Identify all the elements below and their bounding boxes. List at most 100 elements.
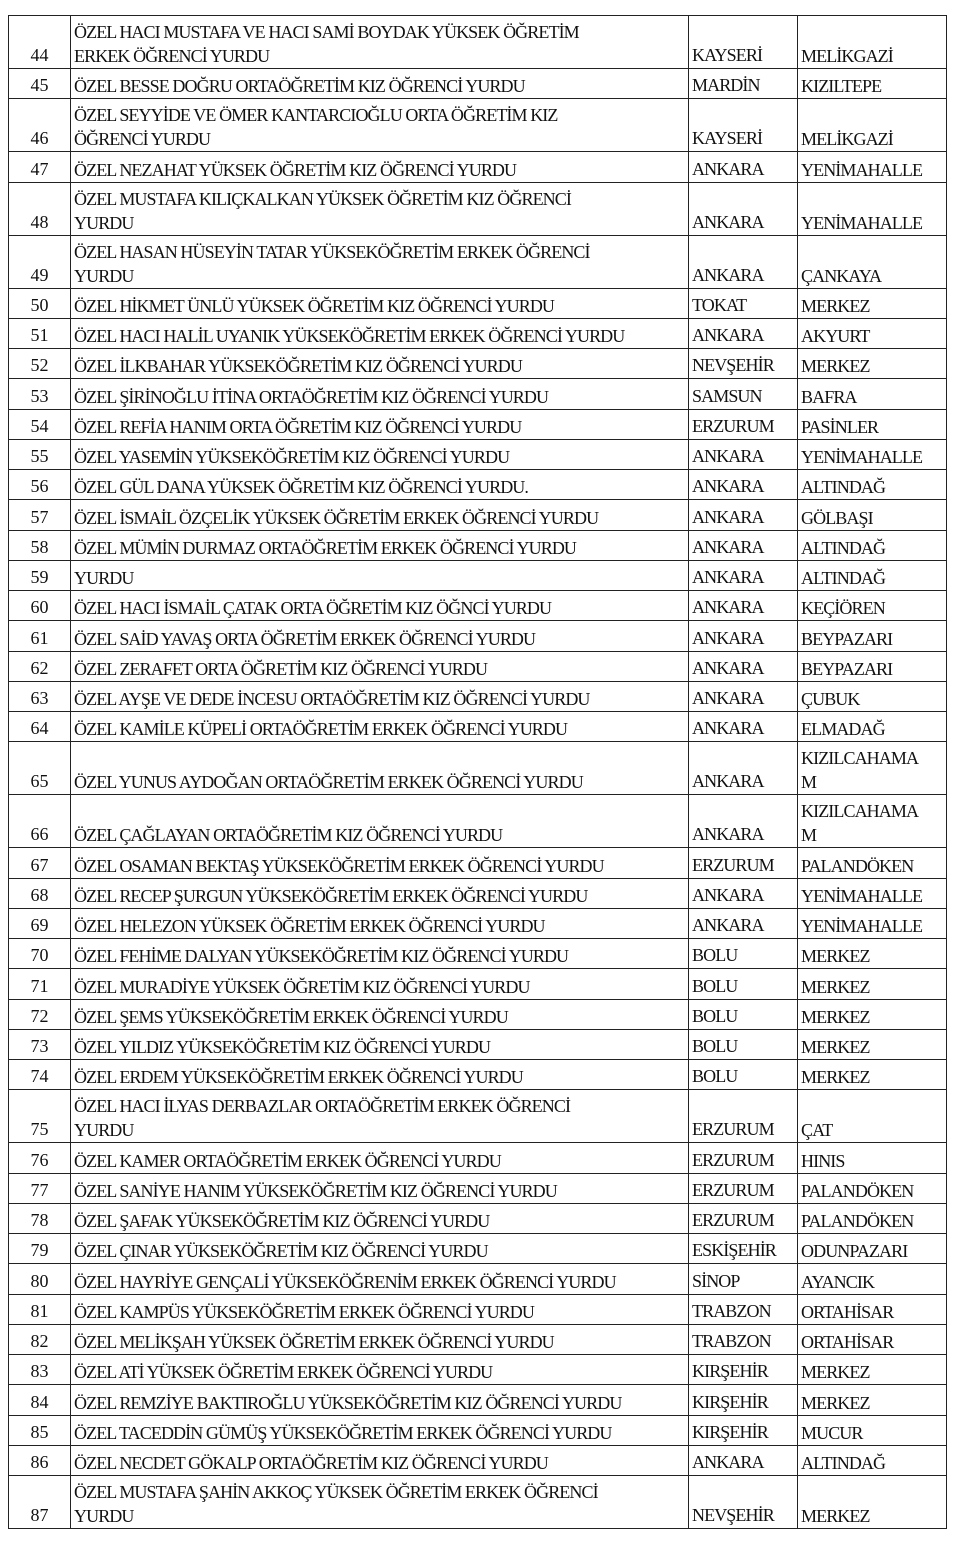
dormitory-name: ÖZEL KAMER ORTAÖĞRETİM ERKEK ÖĞRENCİ YUR…: [70, 1142, 689, 1174]
table-row: 63 ÖZEL AYŞE VE DEDE İNCESU ORTAÖĞRETİM K…: [8, 680, 947, 713]
row-number: 50: [8, 287, 71, 319]
table-row: 85 ÖZEL TACEDDİN GÜMÜŞ YÜKSEKÖĞRETİM ERKE…: [8, 1414, 947, 1446]
table-row: 75 ÖZEL HACI İLYAS DERBAZLAR ORTAÖĞRETİM …: [8, 1089, 947, 1144]
city: BOLU: [688, 998, 798, 1030]
name-line: ÖZEL MUSTAFA ŞAHİN AKKOÇ YÜKSEK ÖĞRETİM …: [74, 1482, 599, 1502]
row-number: 73: [8, 1028, 71, 1061]
district-line: AKYURT: [801, 326, 870, 346]
name-line: ÖZEL SEYYİDE VE ÖMER KANTARCIOĞLU ORTA Ö…: [74, 105, 558, 126]
dormitory-name: ÖZEL ŞAFAK YÜKSEKÖĞRETİM KIZ ÖĞRENCİ YUR…: [70, 1202, 689, 1235]
dormitory-name: ÖZEL KAMPÜS YÜKSEKÖĞRETİM ERKEK ÖĞRENCİ …: [70, 1293, 689, 1325]
row-number: 82: [8, 1323, 71, 1356]
dormitory-name: ÖZEL ÇAĞLAYAN ORTAÖĞRETİM KIZ ÖĞRENCİ YU…: [70, 794, 689, 849]
dormitory-name: ÖZEL YASEMİN YÜKSEKÖĞRETİM KIZ ÖĞRENCİ Y…: [70, 438, 689, 471]
dormitory-name: ÖZEL MÜMİN DURMAZ ORTAÖĞRETİM ERKEK ÖĞRE…: [70, 529, 689, 561]
district-line: MELİKGAZİ: [801, 129, 894, 150]
name-line: ÖZEL BESSE DOĞRU ORTAÖĞRETİM KIZ ÖĞRENCİ…: [74, 76, 526, 97]
district-line: ALTINDAĞ: [801, 1453, 886, 1473]
name-line: ÖZEL OSAMAN BEKTAŞ YÜKSEKÖĞRETİM ERKEK Ö…: [74, 855, 605, 876]
table-row: 80 ÖZEL HAYRİYE GENÇALİ YÜKSEKÖĞRENİM ERK…: [8, 1263, 947, 1295]
name-line: ÖZEL REMZİYE BAKTIROĞLU YÜKSEKÖĞRETİM KI…: [74, 1392, 622, 1413]
city: ANKARA: [688, 680, 798, 713]
district-line: MELİKGAZİ: [801, 46, 894, 66]
city: ERZURUM: [688, 1202, 798, 1235]
dormitory-name: ÖZEL ŞEMS YÜKSEKÖĞRETİM ERKEK ÖĞRENCİ YU…: [70, 998, 689, 1030]
district: KIZILCAHAMA M: [797, 794, 947, 849]
district-line: ORTAHİSAR: [801, 1301, 894, 1322]
district: MERKEZ: [797, 1058, 947, 1091]
name-line: ÖZEL REFİA HANIM ORTA ÖĞRETİM KIZ ÖĞRENC…: [74, 416, 522, 437]
district-line: ÇUBUK: [801, 689, 860, 709]
district-line: ALTINDAĞ: [801, 477, 886, 498]
dormitory-name: ÖZEL HACI HALİL UYANIK YÜKSEKÖĞRETİM ERK…: [70, 317, 689, 350]
row-number: 77: [8, 1172, 71, 1204]
dormitory-name: ÖZEL ZERAFET ORTA ÖĞRETİM KIZ ÖĞRENCİ YU…: [70, 650, 689, 682]
city: BOLU: [688, 937, 798, 970]
city: ANKARA: [688, 1444, 798, 1477]
district: YENİMAHALLE: [797, 181, 947, 236]
dormitory-name: ÖZEL MELİKŞAH YÜKSEK ÖĞRETİM ERKEK ÖĞREN…: [70, 1323, 689, 1356]
district: MERKEZ: [797, 937, 947, 970]
dormitory-name: ÖZEL ŞİRİNOĞLU İTİNA ORTAÖĞRETİM KIZ ÖĞR…: [70, 378, 689, 410]
name-line: YURDU: [74, 1506, 134, 1526]
row-number: 71: [8, 968, 71, 1000]
dormitory-name: ÖZEL YUNUS AYDOĞAN ORTAÖĞRETİM ERKEK ÖĞR…: [70, 741, 689, 796]
city: SİNOP: [688, 1263, 798, 1295]
table-row: 59 YURDU ANKARA ALTINDAĞ: [8, 559, 947, 592]
table-row: 60 ÖZEL HACI İSMAİL ÇATAK ORTA ÖĞRETİM KI…: [8, 589, 947, 622]
dormitory-name: ÖZEL REFİA HANIM ORTA ÖĞRETİM KIZ ÖĞRENC…: [70, 408, 689, 440]
city: ANKARA: [688, 438, 798, 471]
district: MELİKGAZİ: [797, 98, 947, 153]
district: BEYPAZARI: [797, 620, 947, 652]
name-line: YURDU: [74, 1120, 134, 1141]
row-number: 53: [8, 378, 71, 410]
district-line: MERKEZ: [801, 1006, 871, 1027]
dormitory-name: ÖZEL YILDIZ YÜKSEKÖĞRETİM KIZ ÖĞRENCİ YU…: [70, 1028, 689, 1061]
city: KIRŞEHİR: [688, 1353, 798, 1386]
district: ALTINDAĞ: [797, 559, 947, 592]
district-line: ELMADAĞ: [801, 719, 886, 740]
dormitory-name: ÖZEL HELEZON YÜKSEK ÖĞRETİM ERKEK ÖĞRENC…: [70, 907, 689, 940]
name-line: ÖZEL AYŞE VE DEDE İNCESU ORTAÖĞRETİM KIZ…: [74, 689, 590, 709]
name-line: ÖZEL HACI HALİL UYANIK YÜKSEKÖĞRETİM ERK…: [74, 326, 625, 346]
row-number: 76: [8, 1142, 71, 1174]
district: MERKEZ: [797, 1353, 947, 1386]
district: YENİMAHALLE: [797, 438, 947, 471]
city: BOLU: [688, 1028, 798, 1061]
dormitory-name: ÖZEL ÇINAR YÜKSEKÖĞRETİM KIZ ÖĞRENCİ YUR…: [70, 1232, 689, 1265]
city: ANKARA: [688, 151, 798, 183]
table-row: 77 ÖZEL SANİYE HANIM YÜKSEKÖĞRETİM KIZ ÖĞ…: [8, 1172, 947, 1204]
district-line: KIZILTEPE: [801, 76, 882, 97]
row-number: 60: [8, 589, 71, 622]
city: KAYSERİ: [688, 98, 798, 153]
table-row: 56 ÖZEL GÜL DANA YÜKSEK ÖĞRETİM KIZ ÖĞREN…: [8, 468, 947, 501]
city: TOKAT: [688, 287, 798, 319]
district: MERKEZ: [797, 1028, 947, 1061]
district: MERKEZ: [797, 1475, 947, 1529]
district-line: MERKEZ: [801, 976, 871, 997]
dormitory-name: YURDU: [70, 559, 689, 592]
row-number: 74: [8, 1058, 71, 1091]
name-line: ÖZEL İLKBAHAR YÜKSEKÖĞRETİM KIZ ÖĞRENCİ …: [74, 356, 523, 377]
row-number: 70: [8, 937, 71, 970]
table-row: 83 ÖZEL ATİ YÜKSEK ÖĞRETİM ERKEK ÖĞRENCİ …: [8, 1353, 947, 1386]
city: ERZURUM: [688, 1142, 798, 1174]
city: ANKARA: [688, 468, 798, 501]
table-row: 44 ÖZEL HACI MUSTAFA VE HACI SAMİ BOYDAK …: [8, 15, 947, 69]
district: KEÇİÖREN: [797, 589, 947, 622]
name-line: ÖZEL YILDIZ YÜKSEKÖĞRETİM KIZ ÖĞRENCİ YU…: [74, 1037, 491, 1057]
district-line: YENİMAHALLE: [801, 212, 923, 233]
district: ELMADAĞ: [797, 710, 947, 743]
table-row: 84 ÖZEL REMZİYE BAKTIROĞLU YÜKSEKÖĞRETİM …: [8, 1384, 947, 1416]
district-line: ODUNPAZARI: [801, 1241, 908, 1262]
row-number: 54: [8, 408, 71, 440]
row-number: 62: [8, 650, 71, 682]
table-row: 52 ÖZEL İLKBAHAR YÜKSEKÖĞRETİM KIZ ÖĞRENC…: [8, 347, 947, 380]
row-number: 63: [8, 680, 71, 713]
table-row: 82 ÖZEL MELİKŞAH YÜKSEK ÖĞRETİM ERKEK ÖĞR…: [8, 1323, 947, 1356]
row-number: 84: [8, 1384, 71, 1416]
table-row: 71 ÖZEL MURADİYE YÜKSEK ÖĞRETİM KIZ ÖĞREN…: [8, 968, 947, 1000]
name-line: ÖZEL İSMAİL ÖZÇELİK YÜKSEK ÖĞRETİM ERKEK…: [74, 507, 599, 528]
dormitory-name: ÖZEL REMZİYE BAKTIROĞLU YÜKSEKÖĞRETİM KI…: [70, 1384, 689, 1416]
dormitory-name: ÖZEL HASAN HÜSEYİN TATAR YÜKSEKÖĞRETİM E…: [70, 234, 689, 289]
